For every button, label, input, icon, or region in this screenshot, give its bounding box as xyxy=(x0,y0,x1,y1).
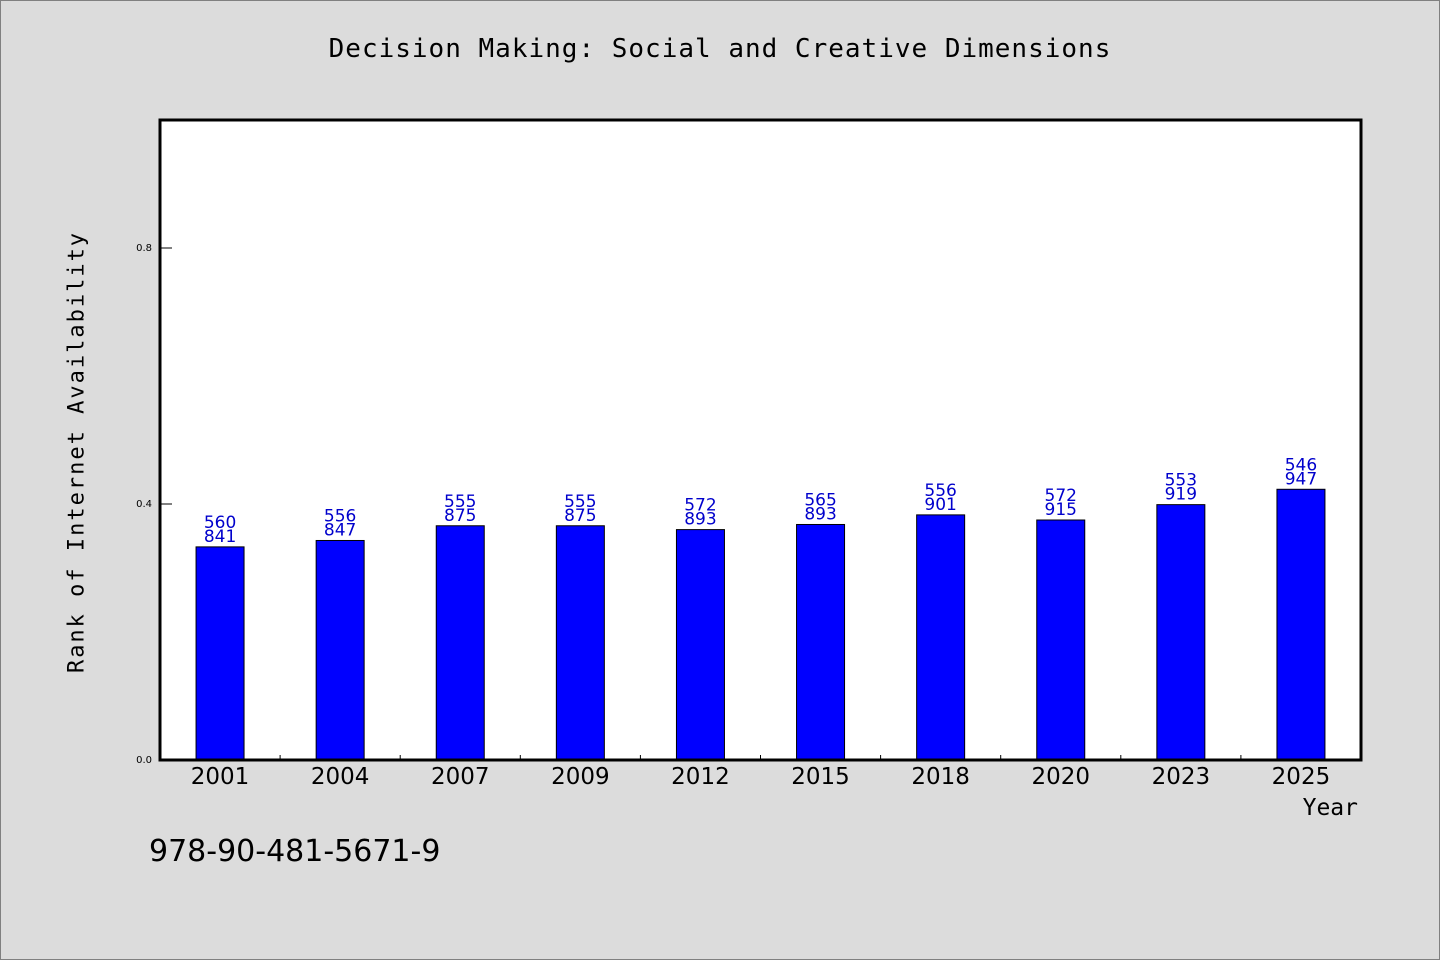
data-label: 556 xyxy=(924,481,956,501)
data-label: 893 xyxy=(804,504,836,524)
data-label: 841 xyxy=(204,527,236,547)
data-label: 919 xyxy=(1165,485,1197,505)
x-tick-label: 2020 xyxy=(1031,764,1090,790)
bar-2009 xyxy=(555,525,605,761)
x-tick-label: 2025 xyxy=(1272,764,1331,790)
data-label: 893 xyxy=(684,510,716,530)
y-tick-label: 0.8 xyxy=(136,243,152,254)
data-label: 556 xyxy=(324,506,356,526)
data-label: 847 xyxy=(324,520,356,540)
x-tick-label: 2012 xyxy=(671,764,730,790)
data-label: 546 xyxy=(1285,455,1317,475)
x-tick-label: 2001 xyxy=(191,764,250,790)
data-label: 947 xyxy=(1285,469,1317,489)
y-tick-label: 0.0 xyxy=(136,755,152,766)
plot-border xyxy=(158,118,1363,762)
bar-2012 xyxy=(675,529,725,761)
data-label: 915 xyxy=(1045,500,1077,520)
bar-2001 xyxy=(195,546,245,761)
data-label: 565 xyxy=(804,490,836,510)
x-tick-label: 2009 xyxy=(551,764,610,790)
data-label: 553 xyxy=(1165,471,1197,491)
x-axis-label: Year xyxy=(1302,795,1358,821)
bar-2023 xyxy=(1156,504,1206,761)
data-label: 875 xyxy=(444,506,476,526)
bar-2007 xyxy=(435,525,485,761)
data-label: 560 xyxy=(204,513,236,533)
x-tick-label: 2023 xyxy=(1152,764,1211,790)
bar-2025 xyxy=(1276,488,1326,761)
x-tick-label: 2004 xyxy=(311,764,370,790)
x-tick-label: 2018 xyxy=(911,764,970,790)
bar-2004 xyxy=(315,539,365,761)
data-label: 901 xyxy=(924,495,956,515)
y-tick-label: 0.4 xyxy=(136,499,152,510)
data-label: 875 xyxy=(564,506,596,526)
data-label: 572 xyxy=(1045,486,1077,506)
data-label: 572 xyxy=(684,496,716,516)
bar-2015 xyxy=(796,523,846,761)
chart-title: Decision Making: Social and Creative Dim… xyxy=(328,34,1112,64)
data-label: 555 xyxy=(564,492,596,512)
x-tick-label: 2007 xyxy=(431,764,490,790)
bar-2018 xyxy=(916,514,966,761)
bar-2020 xyxy=(1036,519,1086,761)
data-label: 555 xyxy=(444,492,476,512)
x-tick-label: 2015 xyxy=(791,764,850,790)
footer-code: 978-90-481-5671-9 xyxy=(149,834,441,869)
